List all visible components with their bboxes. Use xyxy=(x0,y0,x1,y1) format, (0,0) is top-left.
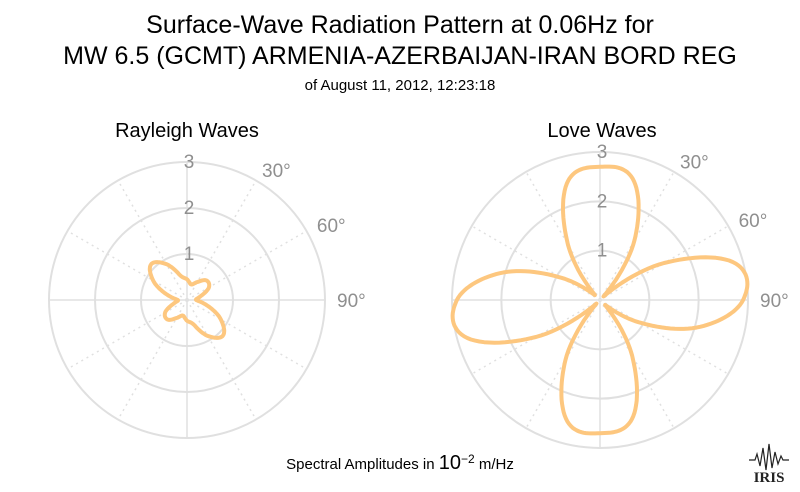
radial-tick-label: 2 xyxy=(184,198,195,219)
radial-ring xyxy=(48,161,326,439)
spoke-line xyxy=(186,230,307,301)
love-panel-title: Love Waves xyxy=(547,120,657,142)
radial-tick-label: 1 xyxy=(184,244,195,265)
radial-ring xyxy=(549,249,651,351)
radial-tick-label: 1 xyxy=(597,241,608,262)
chart-subtitle-date: of August 11, 2012, 12:23:18 xyxy=(304,77,496,94)
angle-tick-label: 90° xyxy=(760,291,789,312)
units-prefix: Spectral Amplitudes in xyxy=(286,456,439,473)
angle-tick-label: 60° xyxy=(739,211,768,232)
radial-tick-label: 2 xyxy=(597,191,608,212)
spoke-line xyxy=(67,299,188,370)
spoke-line xyxy=(67,230,188,301)
rayleigh-panel-title: Rayleigh Waves xyxy=(115,120,259,142)
radiation-pattern-line xyxy=(450,164,750,436)
svg-text:IRIS: IRIS xyxy=(754,470,785,486)
love-polar-plot: 1 2 3 30° 60° 90° xyxy=(450,142,789,449)
radial-tick-label: 3 xyxy=(597,142,608,163)
units-suffix: m/Hz xyxy=(474,456,514,473)
spoke-line xyxy=(186,299,257,420)
radial-tick-label: 3 xyxy=(184,152,195,173)
spoke-line xyxy=(525,171,601,301)
angle-tick-label: 30° xyxy=(262,161,291,182)
units-exponent: −2 xyxy=(460,452,475,466)
radiation-pattern-line xyxy=(147,260,227,340)
angle-tick-label: 90° xyxy=(337,291,366,312)
units-base: 10 xyxy=(438,452,461,474)
chart-title-line1: Surface-Wave Radiation Pattern at 0.06Hz… xyxy=(146,11,654,39)
spoke-line xyxy=(186,180,257,301)
spoke-line xyxy=(117,180,188,301)
radial-ring xyxy=(94,207,280,393)
radial-ring xyxy=(500,200,700,400)
chart-title-line2: MW 6.5 (GCMT) ARMENIA-AZERBAIJAN-IRAN BO… xyxy=(63,42,737,70)
radial-ring xyxy=(140,253,234,347)
spoke-line xyxy=(599,299,729,375)
spoke-line xyxy=(117,299,188,420)
angle-tick-label: 30° xyxy=(680,152,709,173)
radial-ring xyxy=(451,151,749,449)
spoke-line xyxy=(471,225,601,301)
spoke-line xyxy=(186,299,307,370)
amplitude-units-label: Spectral Amplitudes in 10−2 m/Hz xyxy=(0,452,800,475)
spoke-line xyxy=(599,299,675,429)
rayleigh-polar-plot: 1 2 3 30° 60° 90° xyxy=(48,152,366,439)
iris-logo-icon: IRIS xyxy=(749,443,789,486)
angle-tick-label: 60° xyxy=(317,216,346,237)
